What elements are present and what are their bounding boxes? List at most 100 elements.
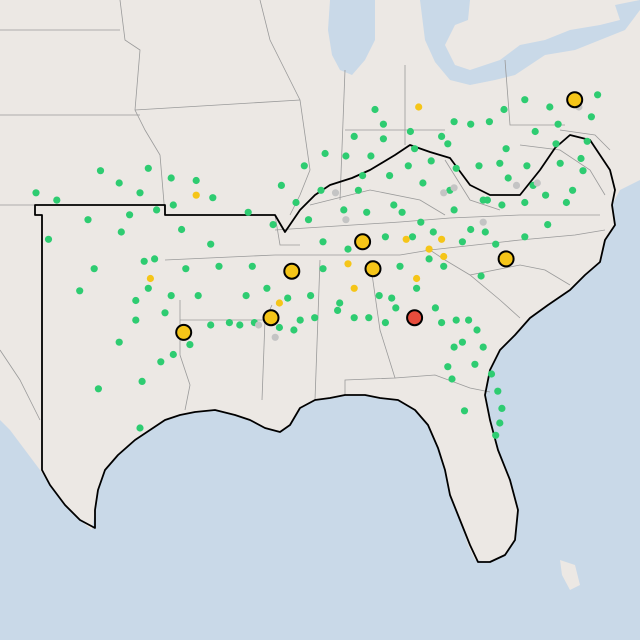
station-marker-green[interactable] [94, 385, 102, 393]
station-marker-green[interactable] [552, 140, 560, 148]
station-marker-green[interactable] [140, 257, 148, 265]
station-marker-green[interactable] [583, 137, 591, 145]
station-marker-green[interactable] [450, 206, 458, 214]
station-marker-green[interactable] [207, 240, 215, 248]
station-marker-green[interactable] [300, 162, 308, 170]
station-marker-green[interactable] [375, 292, 383, 300]
station-marker-green[interactable] [334, 306, 342, 314]
station-marker-green[interactable] [465, 316, 473, 324]
station-marker-green[interactable] [304, 216, 313, 224]
station-marker-green[interactable] [144, 284, 152, 292]
station-marker-green[interactable] [450, 343, 458, 351]
station-marker-green[interactable] [554, 120, 562, 128]
station-marker-green[interactable] [53, 196, 61, 204]
station-marker-green[interactable] [492, 240, 500, 248]
station-marker-green[interactable] [594, 91, 602, 99]
station-marker-green[interactable] [340, 206, 348, 214]
station-marker-green[interactable] [311, 314, 319, 322]
station-marker-green[interactable] [90, 265, 98, 273]
station-marker-green[interactable] [496, 419, 504, 427]
station-marker-green[interactable] [521, 96, 529, 104]
station-marker-green[interactable] [207, 321, 215, 329]
station-marker-green[interactable] [342, 152, 350, 160]
station-marker-gray[interactable] [331, 189, 340, 197]
station-marker-green[interactable] [502, 145, 510, 153]
major-station-marker-red[interactable] [406, 309, 424, 327]
station-marker-gray[interactable] [533, 179, 541, 187]
station-marker-green[interactable] [390, 201, 398, 209]
station-marker-gray[interactable] [512, 181, 521, 189]
station-marker-yellow[interactable] [146, 274, 154, 283]
station-marker-green[interactable] [406, 127, 414, 136]
station-marker-green[interactable] [76, 287, 84, 295]
station-marker-green[interactable] [132, 316, 140, 324]
station-marker-yellow[interactable] [438, 235, 446, 243]
station-marker-yellow[interactable] [440, 252, 448, 261]
station-marker-green[interactable] [319, 265, 327, 273]
station-marker-green[interactable] [365, 314, 373, 322]
station-marker-green[interactable] [398, 208, 406, 216]
station-marker-green[interactable] [450, 118, 458, 126]
station-marker-green[interactable] [427, 157, 435, 165]
station-marker-green[interactable] [425, 255, 433, 263]
station-marker-yellow[interactable] [413, 274, 421, 283]
station-marker-green[interactable] [392, 304, 400, 312]
station-marker-green[interactable] [413, 284, 421, 292]
station-marker-green[interactable] [215, 262, 223, 270]
station-marker-green[interactable] [136, 424, 144, 432]
station-marker-green[interactable] [500, 105, 508, 114]
station-marker-green[interactable] [167, 292, 175, 300]
station-marker-green[interactable] [269, 221, 277, 229]
station-marker-green[interactable] [236, 321, 244, 329]
station-marker-green[interactable] [319, 238, 327, 246]
station-marker-green[interactable] [411, 145, 419, 153]
station-marker-green[interactable] [244, 208, 252, 216]
station-marker-green[interactable] [126, 211, 134, 219]
station-marker-green[interactable] [292, 198, 300, 207]
station-marker-green[interactable] [444, 363, 452, 371]
station-marker-green[interactable] [487, 370, 496, 378]
station-marker-green[interactable] [344, 245, 352, 253]
station-marker-green[interactable] [408, 233, 417, 241]
station-marker-green[interactable] [458, 338, 466, 346]
station-marker-green[interactable] [84, 216, 92, 224]
station-marker-green[interactable] [521, 198, 529, 207]
station-marker-green[interactable] [115, 338, 123, 346]
station-marker-green[interactable] [161, 309, 169, 317]
station-marker-green[interactable] [498, 404, 506, 412]
station-marker-green[interactable] [438, 319, 446, 327]
station-marker-gray[interactable] [479, 218, 487, 226]
station-marker-green[interactable] [381, 319, 389, 327]
station-marker-green[interactable] [194, 292, 202, 300]
station-marker-yellow[interactable] [192, 191, 200, 199]
station-marker-green[interactable] [275, 323, 283, 332]
station-marker-green[interactable] [523, 162, 531, 170]
station-marker-green[interactable] [587, 113, 596, 121]
station-marker-green[interactable] [117, 228, 125, 236]
station-marker-green[interactable] [192, 176, 200, 185]
station-marker-green[interactable] [521, 233, 529, 241]
station-marker-green[interactable] [32, 189, 40, 197]
station-marker-green[interactable] [404, 162, 412, 170]
station-marker-green[interactable] [138, 377, 146, 385]
station-marker-green[interactable] [562, 198, 571, 207]
station-marker-green[interactable] [386, 172, 394, 180]
station-marker-green[interactable] [440, 262, 448, 270]
station-marker-green[interactable] [483, 196, 491, 204]
station-marker-green[interactable] [167, 174, 175, 182]
station-marker-green[interactable] [225, 319, 233, 327]
station-marker-green[interactable] [132, 296, 140, 305]
station-marker-green[interactable] [542, 191, 550, 199]
major-station-marker-yellow[interactable] [283, 262, 301, 280]
station-marker-green[interactable] [481, 228, 489, 236]
station-marker-green[interactable] [277, 181, 285, 189]
station-marker-green[interactable] [431, 304, 439, 312]
station-marker-green[interactable] [544, 221, 552, 229]
major-station-marker-yellow[interactable] [262, 309, 280, 327]
station-marker-green[interactable] [388, 294, 396, 302]
station-marker-green[interactable] [363, 208, 371, 216]
station-marker-green[interactable] [485, 118, 493, 126]
station-marker-green[interactable] [169, 201, 177, 209]
station-marker-green[interactable] [182, 265, 190, 273]
